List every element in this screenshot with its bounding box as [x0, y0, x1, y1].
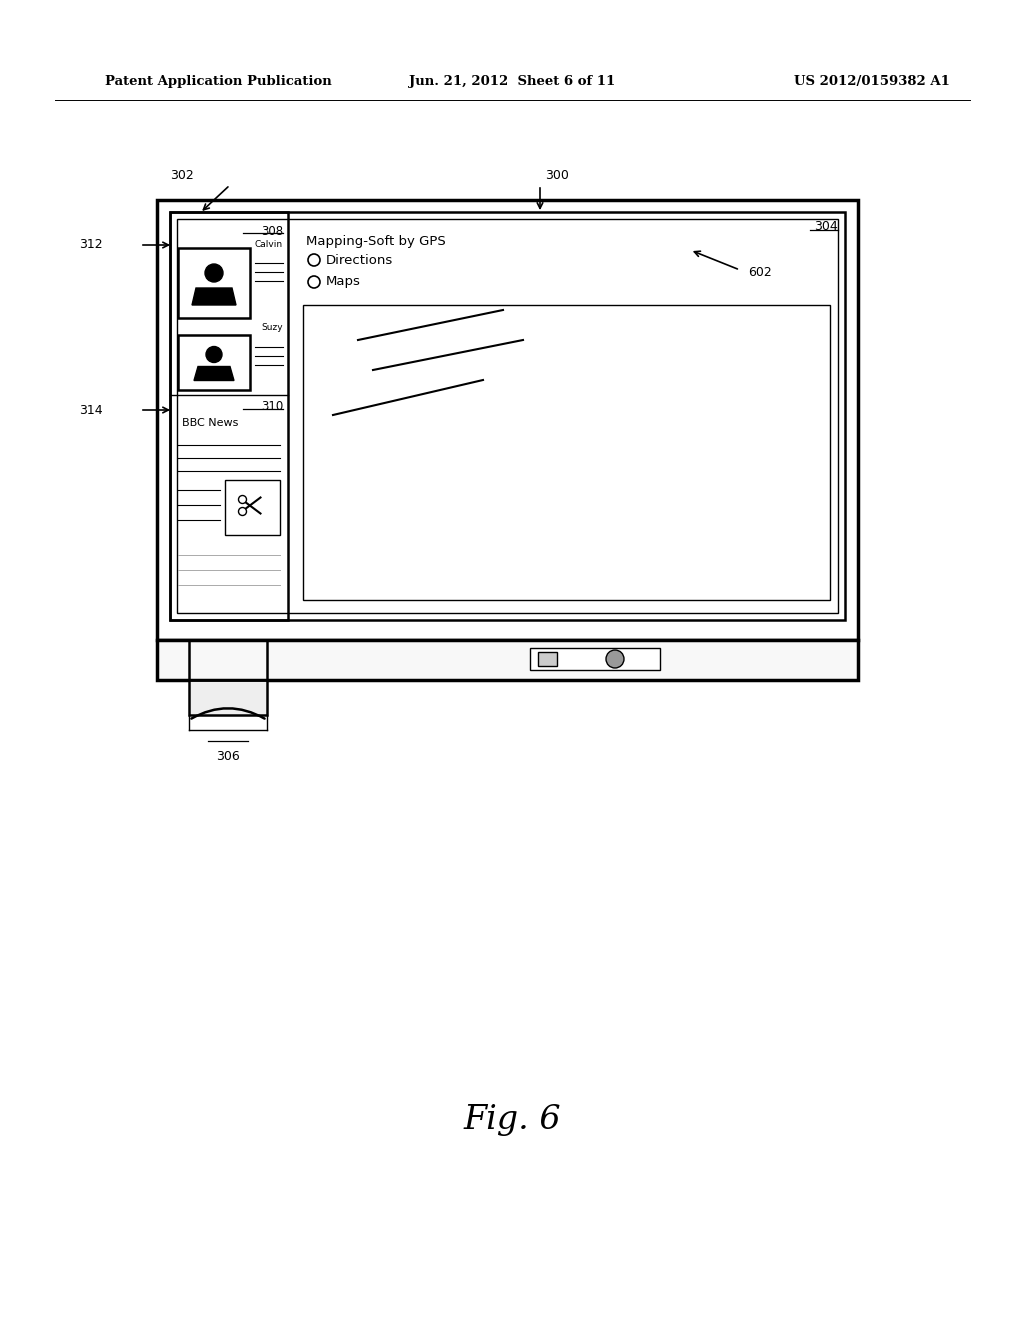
Bar	[178, 335, 250, 389]
Text: Suzy: Suzy	[261, 323, 283, 333]
Text: Jun. 21, 2012  Sheet 6 of 11: Jun. 21, 2012 Sheet 6 of 11	[409, 75, 615, 88]
Bar	[225, 480, 280, 535]
Text: Maps: Maps	[326, 276, 360, 289]
Bar	[157, 640, 858, 680]
Bar	[170, 213, 845, 620]
Bar	[157, 201, 858, 640]
Text: 312: 312	[80, 239, 103, 252]
Polygon shape	[193, 288, 236, 305]
Text: 314: 314	[80, 404, 103, 417]
Bar	[177, 219, 838, 612]
Polygon shape	[194, 367, 234, 380]
Text: US 2012/0159382 A1: US 2012/0159382 A1	[795, 75, 950, 88]
Bar	[530, 648, 660, 671]
Text: 306: 306	[216, 750, 240, 763]
Bar	[538, 652, 557, 667]
Text: Directions: Directions	[326, 253, 393, 267]
Text: Mapping-Soft by GPS: Mapping-Soft by GPS	[306, 235, 445, 248]
Text: 302: 302	[170, 169, 194, 182]
Bar	[303, 305, 830, 601]
Bar	[178, 248, 250, 318]
Text: 300: 300	[545, 169, 569, 182]
Circle shape	[239, 507, 247, 516]
Text: 602: 602	[748, 267, 772, 280]
Text: Fig. 6: Fig. 6	[463, 1104, 561, 1137]
Circle shape	[308, 253, 319, 267]
Circle shape	[205, 264, 223, 282]
Text: Calvin: Calvin	[255, 240, 283, 249]
Text: 304: 304	[814, 220, 838, 234]
Bar	[170, 213, 288, 620]
Circle shape	[308, 276, 319, 288]
Bar	[189, 680, 267, 715]
Text: 310: 310	[261, 400, 283, 413]
Text: 308: 308	[261, 224, 283, 238]
Circle shape	[606, 649, 624, 668]
Circle shape	[239, 495, 247, 503]
Text: Patent Application Publication: Patent Application Publication	[105, 75, 332, 88]
Text: BBC News: BBC News	[182, 418, 239, 428]
Circle shape	[206, 346, 222, 363]
